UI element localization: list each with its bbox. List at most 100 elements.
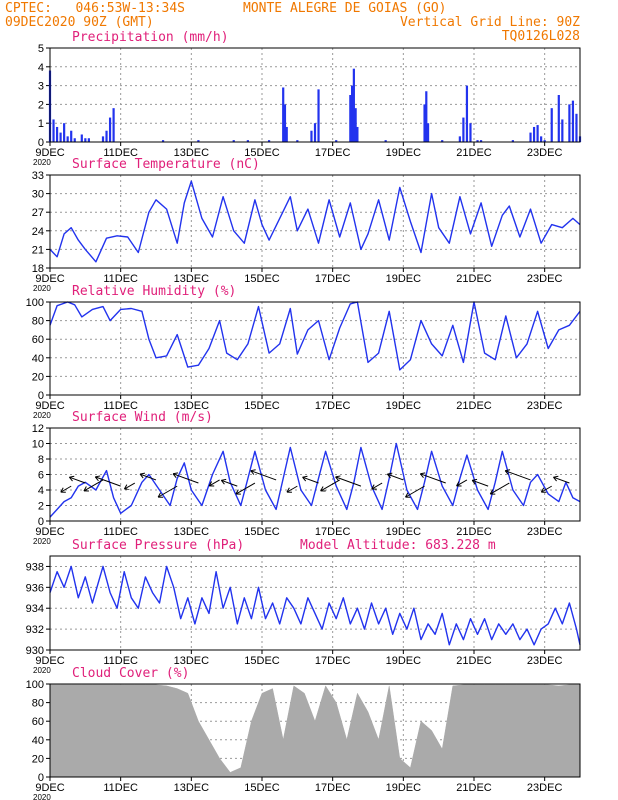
precip-bar <box>282 87 285 142</box>
y-tick-label-temperature: 30 <box>32 189 44 201</box>
precip-bar <box>352 68 355 142</box>
wind-arrow-head <box>220 479 225 485</box>
precip-bar <box>63 123 66 142</box>
wind-arrow-head <box>250 469 256 472</box>
x-tick-label-temperature: 21DEC <box>456 273 492 285</box>
precip-bar <box>465 85 469 142</box>
precip-bar <box>55 126 59 142</box>
y-tick-label-humidity: 40 <box>32 353 44 365</box>
precip-bar <box>425 91 428 142</box>
y-tick-label-pressure: 932 <box>26 624 44 636</box>
wind-arrow-head <box>172 473 177 478</box>
wind-arrow <box>371 482 383 490</box>
wind-arrow-head <box>172 472 179 475</box>
wind-arrow-head <box>123 484 128 490</box>
y-tick-label-pressure: 938 <box>26 561 44 573</box>
x-tick-label-wind: 11DEC <box>103 526 138 538</box>
x-tick-label-humidity: 19DEC <box>386 400 422 412</box>
x-tick-label-wind: 19DEC <box>386 526 422 538</box>
y-tick-label-wind: 8 <box>38 454 44 466</box>
year-label-wind: 2020 <box>33 537 51 546</box>
x-tick-label-precipitation: 21DEC <box>456 147 492 159</box>
wind-arrow <box>139 473 157 481</box>
y-tick-label-temperature: 24 <box>32 226 44 238</box>
wind-arrow-head <box>157 492 162 498</box>
y-tick-label-cloud: 40 <box>32 735 44 747</box>
header-date: 09DEC2020 90Z (GMT) <box>5 15 154 30</box>
x-tick-label-pressure: 9DEC <box>35 655 64 667</box>
year-label-precipitation: 2020 <box>33 158 51 167</box>
wind-arrow <box>504 470 531 481</box>
wind-arrow-head <box>505 469 511 472</box>
wind-arrow <box>387 473 404 481</box>
wind-arrow-head <box>320 486 324 492</box>
precip-bar <box>197 140 200 142</box>
x-tick-label-pressure: 17DEC <box>315 655 351 667</box>
wind-arrow-head <box>489 489 494 495</box>
x-tick-label-pressure: 19DEC <box>386 655 422 667</box>
x-tick-label-precipitation: 17DEC <box>315 147 351 159</box>
y-tick-label-pressure: 934 <box>26 603 44 615</box>
y-tick-label-precipitation: 1 <box>38 118 44 130</box>
wind-arrow-head <box>235 489 239 495</box>
x-tick-label-wind: 15DEC <box>244 526 280 538</box>
wind-arrow-head <box>335 475 341 478</box>
x-tick-label-humidity: 15DEC <box>244 400 280 412</box>
panel-frame-cloud <box>49 683 581 778</box>
wind-arrow-head <box>553 476 557 482</box>
y-tick-label-cloud: 100 <box>26 679 44 691</box>
precip-bar <box>52 119 55 142</box>
wind-arrow <box>83 479 104 492</box>
year-label-cloud: 2020 <box>33 793 51 800</box>
series-line-humidity <box>49 301 581 371</box>
x-tick-label-cloud: 17DEC <box>315 782 351 794</box>
cloud-cover-area <box>49 684 581 778</box>
wind-arrow <box>221 479 238 487</box>
wind-arrow-head <box>456 481 460 487</box>
precip-bar <box>349 95 352 142</box>
panel-title-precipitation: Precipitation (mm/h) <box>72 30 229 45</box>
x-tick-label-cloud: 11DEC <box>103 782 138 794</box>
y-tick-label-precipitation: 3 <box>38 81 44 93</box>
precip-bar <box>317 89 320 142</box>
precip-bar <box>296 140 299 142</box>
y-tick-label-precipitation: 4 <box>38 62 44 74</box>
precip-bar <box>441 140 444 142</box>
panel-title-wind: Surface Wind (m/s) <box>72 410 213 425</box>
precip-bar <box>66 136 69 142</box>
wind-arrow-head <box>95 475 101 478</box>
wind-arrow-head <box>419 473 424 478</box>
wind-arrow <box>420 473 446 484</box>
precip-bar <box>423 104 426 142</box>
wind-arrow-head <box>302 475 308 478</box>
wind-arrow-head <box>139 473 144 479</box>
y-tick-label-humidity: 100 <box>26 297 44 309</box>
y-tick-label-pressure: 930 <box>26 645 44 657</box>
x-tick-label-cloud: 23DEC <box>527 782 563 794</box>
precip-bar <box>283 104 287 142</box>
x-tick-label-temperature: 23DEC <box>527 273 563 285</box>
wind-arrow-head <box>286 487 290 493</box>
precip-bar <box>84 138 87 142</box>
wind-arrow-head <box>94 476 99 482</box>
wind-arrow <box>286 485 298 493</box>
precip-bar <box>351 85 354 142</box>
y-tick-label-humidity: 0 <box>38 390 44 402</box>
series-line-pressure <box>49 565 581 646</box>
panel-title-pressure: Surface Pressure (hPa) <box>72 538 244 553</box>
y-tick-label-precipitation: 2 <box>38 99 44 111</box>
wind-arrow-head <box>540 487 545 493</box>
y-tick-label-humidity: 20 <box>32 371 44 383</box>
wind-arrow <box>456 479 468 487</box>
wind-arrow-head <box>250 470 255 475</box>
x-tick-label-temperature: 9DEC <box>35 273 64 285</box>
precip-bar <box>458 136 461 142</box>
precip-bar <box>462 117 465 142</box>
x-tick-label-humidity: 17DEC <box>315 400 351 412</box>
y-tick-label-temperature: 27 <box>32 207 44 219</box>
x-tick-label-pressure: 13DEC <box>174 655 210 667</box>
wind-arrow-head <box>387 472 393 475</box>
wind-arrow <box>302 476 319 484</box>
wind-arrow <box>335 476 362 487</box>
